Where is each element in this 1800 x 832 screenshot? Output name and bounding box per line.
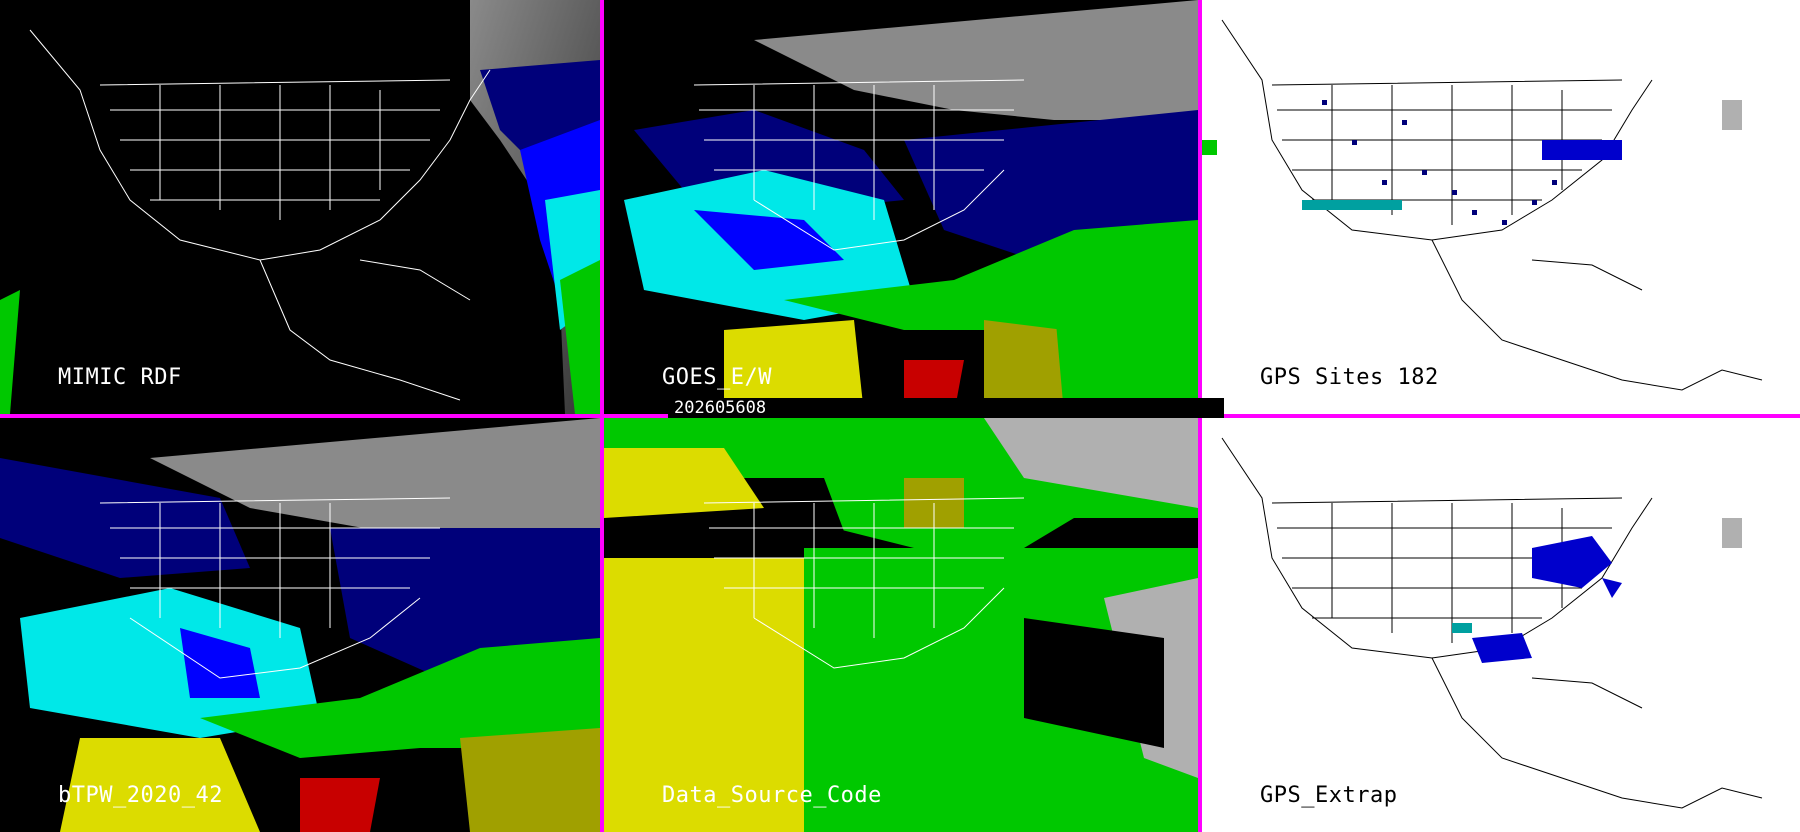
panel-mimic-rdf: MIMIC RDF xyxy=(0,0,600,414)
panel-label: GPS Sites 182 xyxy=(1260,365,1439,390)
panel-gps-extrap: GPS_Extrap xyxy=(1202,418,1800,832)
map-data-source xyxy=(604,418,1198,832)
panel-goes-ew: GOES_E/W xyxy=(604,0,1198,414)
panel-label: MIMIC RDF xyxy=(58,365,182,390)
map-gps-extrap xyxy=(1221,437,1763,809)
map-goes xyxy=(604,0,1198,414)
map-btpw xyxy=(0,418,600,832)
panel-label: GOES_E/W xyxy=(662,365,772,390)
panel-data-source-code: Data_Source_Code xyxy=(604,418,1198,832)
panel-btpw: bTPW_2020_42 xyxy=(0,418,600,832)
map-mimic xyxy=(0,0,600,414)
timestamp-label: 202605608 xyxy=(668,398,1224,418)
panel-label: GPS_Extrap xyxy=(1260,783,1398,808)
map-gps-sites xyxy=(1202,19,1763,391)
panel-gps-sites: GPS Sites 182 xyxy=(1202,0,1800,414)
panel-label: Data_Source_Code xyxy=(662,783,882,808)
panel-label: bTPW_2020_42 xyxy=(58,783,223,808)
